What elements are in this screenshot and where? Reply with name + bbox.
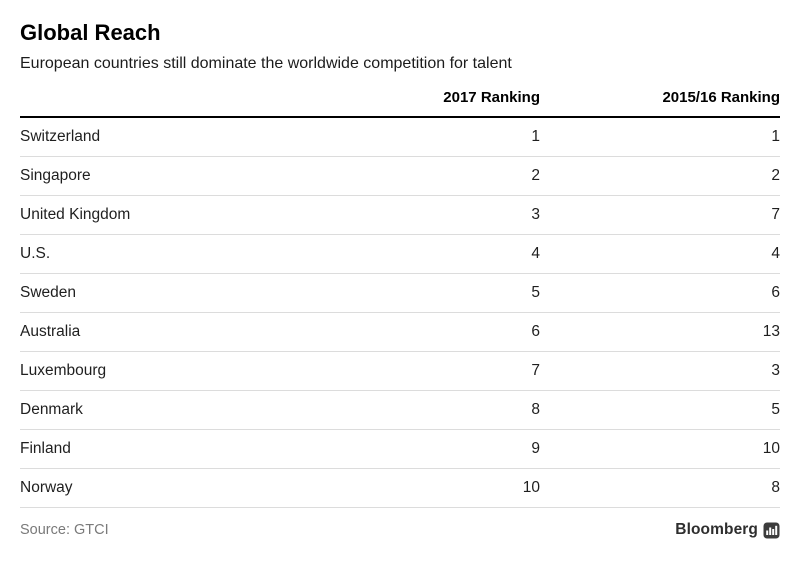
page-title: Global Reach	[20, 20, 161, 45]
country-cell: Sweden	[20, 273, 320, 313]
rank-2015-cell: 7	[540, 195, 780, 235]
rank-2017-cell: 5	[320, 273, 540, 313]
rank-2015-cell: 3	[540, 351, 780, 391]
table-header-row: 2017 Ranking 2015/16 Ranking	[20, 89, 780, 117]
country-cell: Denmark	[20, 390, 320, 430]
rank-2017-cell: 7	[320, 351, 540, 391]
table-row: Singapore 2 2	[20, 156, 780, 196]
col-header-country	[20, 89, 320, 117]
rank-2015-cell: 6	[540, 273, 780, 313]
table-row: Luxembourg 7 3	[20, 351, 780, 391]
rank-2015-cell: 10	[540, 429, 780, 469]
rank-2015-cell: 8	[540, 468, 780, 508]
source-label: Source: GTCI	[20, 522, 109, 538]
table-row: United Kingdom 3 7	[20, 195, 780, 235]
country-cell: Switzerland	[20, 117, 320, 157]
country-cell: Singapore	[20, 156, 320, 196]
rank-2017-cell: 8	[320, 390, 540, 430]
table-row: Finland 9 10	[20, 429, 780, 469]
bloomberg-wordmark: Bloomberg	[675, 521, 758, 538]
country-cell: United Kingdom	[20, 195, 320, 235]
table-row: Switzerland 1 1	[20, 117, 780, 157]
rank-2017-cell: 6	[320, 312, 540, 352]
country-cell: Luxembourg	[20, 351, 320, 391]
country-cell: Finland	[20, 429, 320, 469]
rank-2017-cell: 9	[320, 429, 540, 469]
bloomberg-logo: Bloomberg	[675, 521, 780, 539]
chart-subtitle: European countries still dominate the wo…	[20, 55, 512, 72]
rank-2015-cell: 1	[540, 117, 780, 157]
rank-2017-cell: 4	[320, 234, 540, 274]
rank-2017-cell: 2	[320, 156, 540, 196]
col-header-2017-ranking: 2017 Ranking	[443, 89, 540, 106]
country-cell: Australia	[20, 312, 320, 352]
rank-2015-cell: 13	[540, 312, 780, 352]
ranking-table: 2017 Ranking 2015/16 Ranking Switzerland…	[20, 89, 780, 508]
rank-2017-cell: 3	[320, 195, 540, 235]
table-row: Sweden 5 6	[20, 273, 780, 313]
country-cell: Norway	[20, 468, 320, 508]
table-row: U.S. 4 4	[20, 234, 780, 274]
rank-2015-cell: 5	[540, 390, 780, 430]
table-row: Norway 10 8	[20, 468, 780, 508]
rank-2017-cell: 10	[320, 468, 540, 508]
rank-2015-cell: 2	[540, 156, 780, 196]
col-header-2015-16-ranking: 2015/16 Ranking	[662, 89, 780, 106]
country-cell: U.S.	[20, 234, 320, 274]
rank-2017-cell: 1	[320, 117, 540, 157]
table-row: Australia 6 13	[20, 312, 780, 352]
rank-2015-cell: 4	[540, 234, 780, 274]
bloomberg-bar-chart-icon	[763, 522, 780, 538]
table-row: Denmark 8 5	[20, 390, 780, 430]
chart-footer: Source: GTCI Bloomberg	[20, 508, 780, 539]
